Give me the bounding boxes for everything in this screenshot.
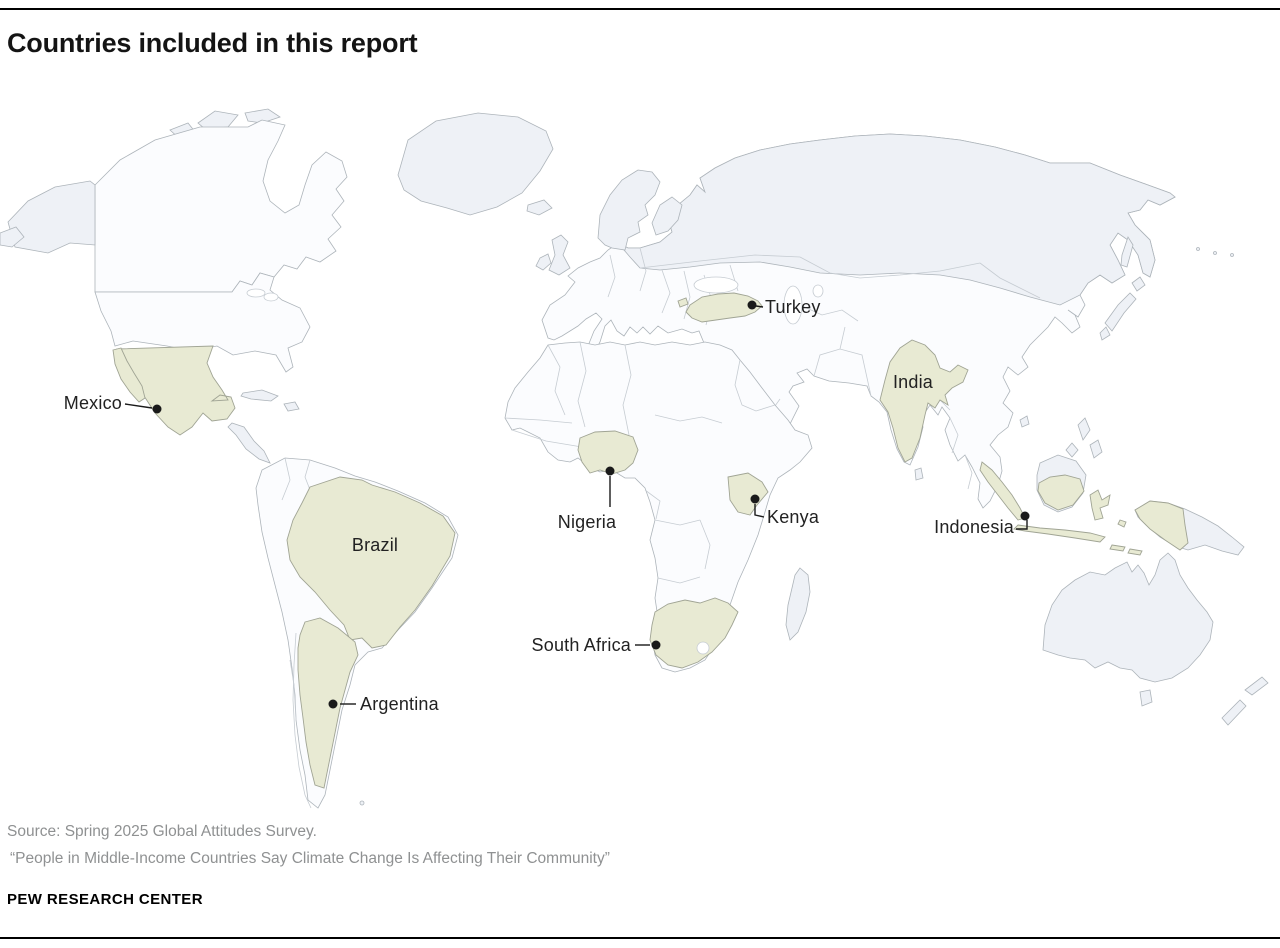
region-scandinavia [597, 169, 661, 251]
source-line: Source: Spring 2025 Global Attitudes Sur… [7, 823, 317, 840]
island-sulawesi [1089, 489, 1111, 521]
country-united-states [94, 272, 311, 373]
region-greenland [397, 112, 554, 216]
label-kenya: Kenya [767, 507, 820, 527]
country-brazil [286, 476, 456, 649]
label-india: India [892, 372, 934, 392]
islands-philippines [1065, 417, 1103, 459]
label-south-africa: South Africa [531, 635, 631, 655]
dot-mexico [152, 404, 162, 414]
region-chukotka-sliver [0, 226, 25, 248]
region-alaska [7, 180, 96, 254]
region-arctic-islands [244, 108, 281, 124]
island-sakhalin [1120, 236, 1134, 268]
label-argentina: Argentina [360, 694, 439, 714]
country-argentina [297, 617, 359, 789]
island-new-zealand-south [1221, 699, 1247, 726]
island-ireland [535, 253, 552, 271]
pew-research-center-brand: PEW RESEARCH CENTER [7, 891, 203, 908]
island-tasmania [1139, 689, 1153, 707]
country-nigeria [577, 430, 639, 475]
island-honshu [1104, 292, 1137, 332]
region-west-new-guinea [1134, 500, 1189, 551]
page-title: Countries included in this report [7, 28, 418, 58]
region-arctic-islands [197, 110, 239, 130]
island-sumatra [979, 461, 1026, 521]
report-title-quote: “People in Middle-Income Countries Say C… [10, 850, 610, 867]
island-java [1013, 524, 1106, 543]
island-new-zealand-north [1244, 676, 1269, 696]
country-kenya [727, 472, 769, 516]
island-great-britain [548, 234, 571, 276]
country-turkey [685, 292, 763, 323]
border-sa-internal [281, 457, 313, 809]
islands-lesser-sunda [1109, 519, 1143, 556]
leader-turkey [755, 305, 764, 308]
island-hokkaido [1131, 276, 1146, 292]
leader-kenya [754, 504, 765, 518]
islands-aleutian [1196, 247, 1200, 251]
island-kyushu [1099, 326, 1111, 341]
great-lakes [246, 288, 266, 298]
island-falklands [359, 800, 365, 806]
world-map-container: Mexico Brazil Argentina Nigeria South Af… [0, 105, 1280, 815]
country-canada [94, 119, 348, 293]
dot-turkey [747, 300, 757, 310]
country-south-africa [649, 597, 739, 669]
island-madagascar [785, 567, 811, 641]
world-map [0, 108, 1269, 809]
dot-south-africa [651, 640, 661, 650]
leader-indonesia [1016, 520, 1028, 530]
caspian-sea [783, 285, 803, 325]
dot-kenya [750, 494, 760, 504]
label-mexico: Mexico [63, 393, 122, 413]
region-finland [651, 196, 683, 236]
island-taiwan [1019, 415, 1030, 428]
islands-aleutian [1213, 251, 1217, 255]
label-turkey: Turkey [765, 297, 821, 317]
region-kalimantan [1037, 474, 1085, 511]
region-baja-california [112, 347, 146, 403]
island-cuba [240, 389, 279, 402]
dot-nigeria [605, 466, 615, 476]
great-lakes [263, 292, 279, 302]
label-leaders [124, 300, 1030, 709]
island-iceland [526, 199, 553, 216]
top-divider [0, 8, 1280, 10]
island-hispaniola [283, 401, 300, 412]
black-sea [693, 276, 739, 294]
region-central-america [227, 422, 271, 464]
country-india [879, 339, 969, 463]
island-sri-lanka [914, 467, 924, 481]
country-australia [1042, 552, 1214, 683]
source-note: Source: Spring 2025 Global Attitudes Sur… [7, 818, 610, 872]
aral-sea [812, 284, 824, 298]
dot-indonesia [1020, 511, 1030, 521]
leader-mexico [124, 403, 153, 409]
bottom-divider [0, 937, 1280, 939]
label-nigeria: Nigeria [557, 512, 617, 532]
label-brazil: Brazil [351, 535, 399, 555]
dot-argentina [328, 699, 338, 709]
region-turkey-thrace [677, 297, 689, 308]
islands-aleutian [1230, 253, 1234, 257]
country-lesotho [696, 641, 710, 655]
label-indonesia: Indonesia [934, 517, 1014, 537]
